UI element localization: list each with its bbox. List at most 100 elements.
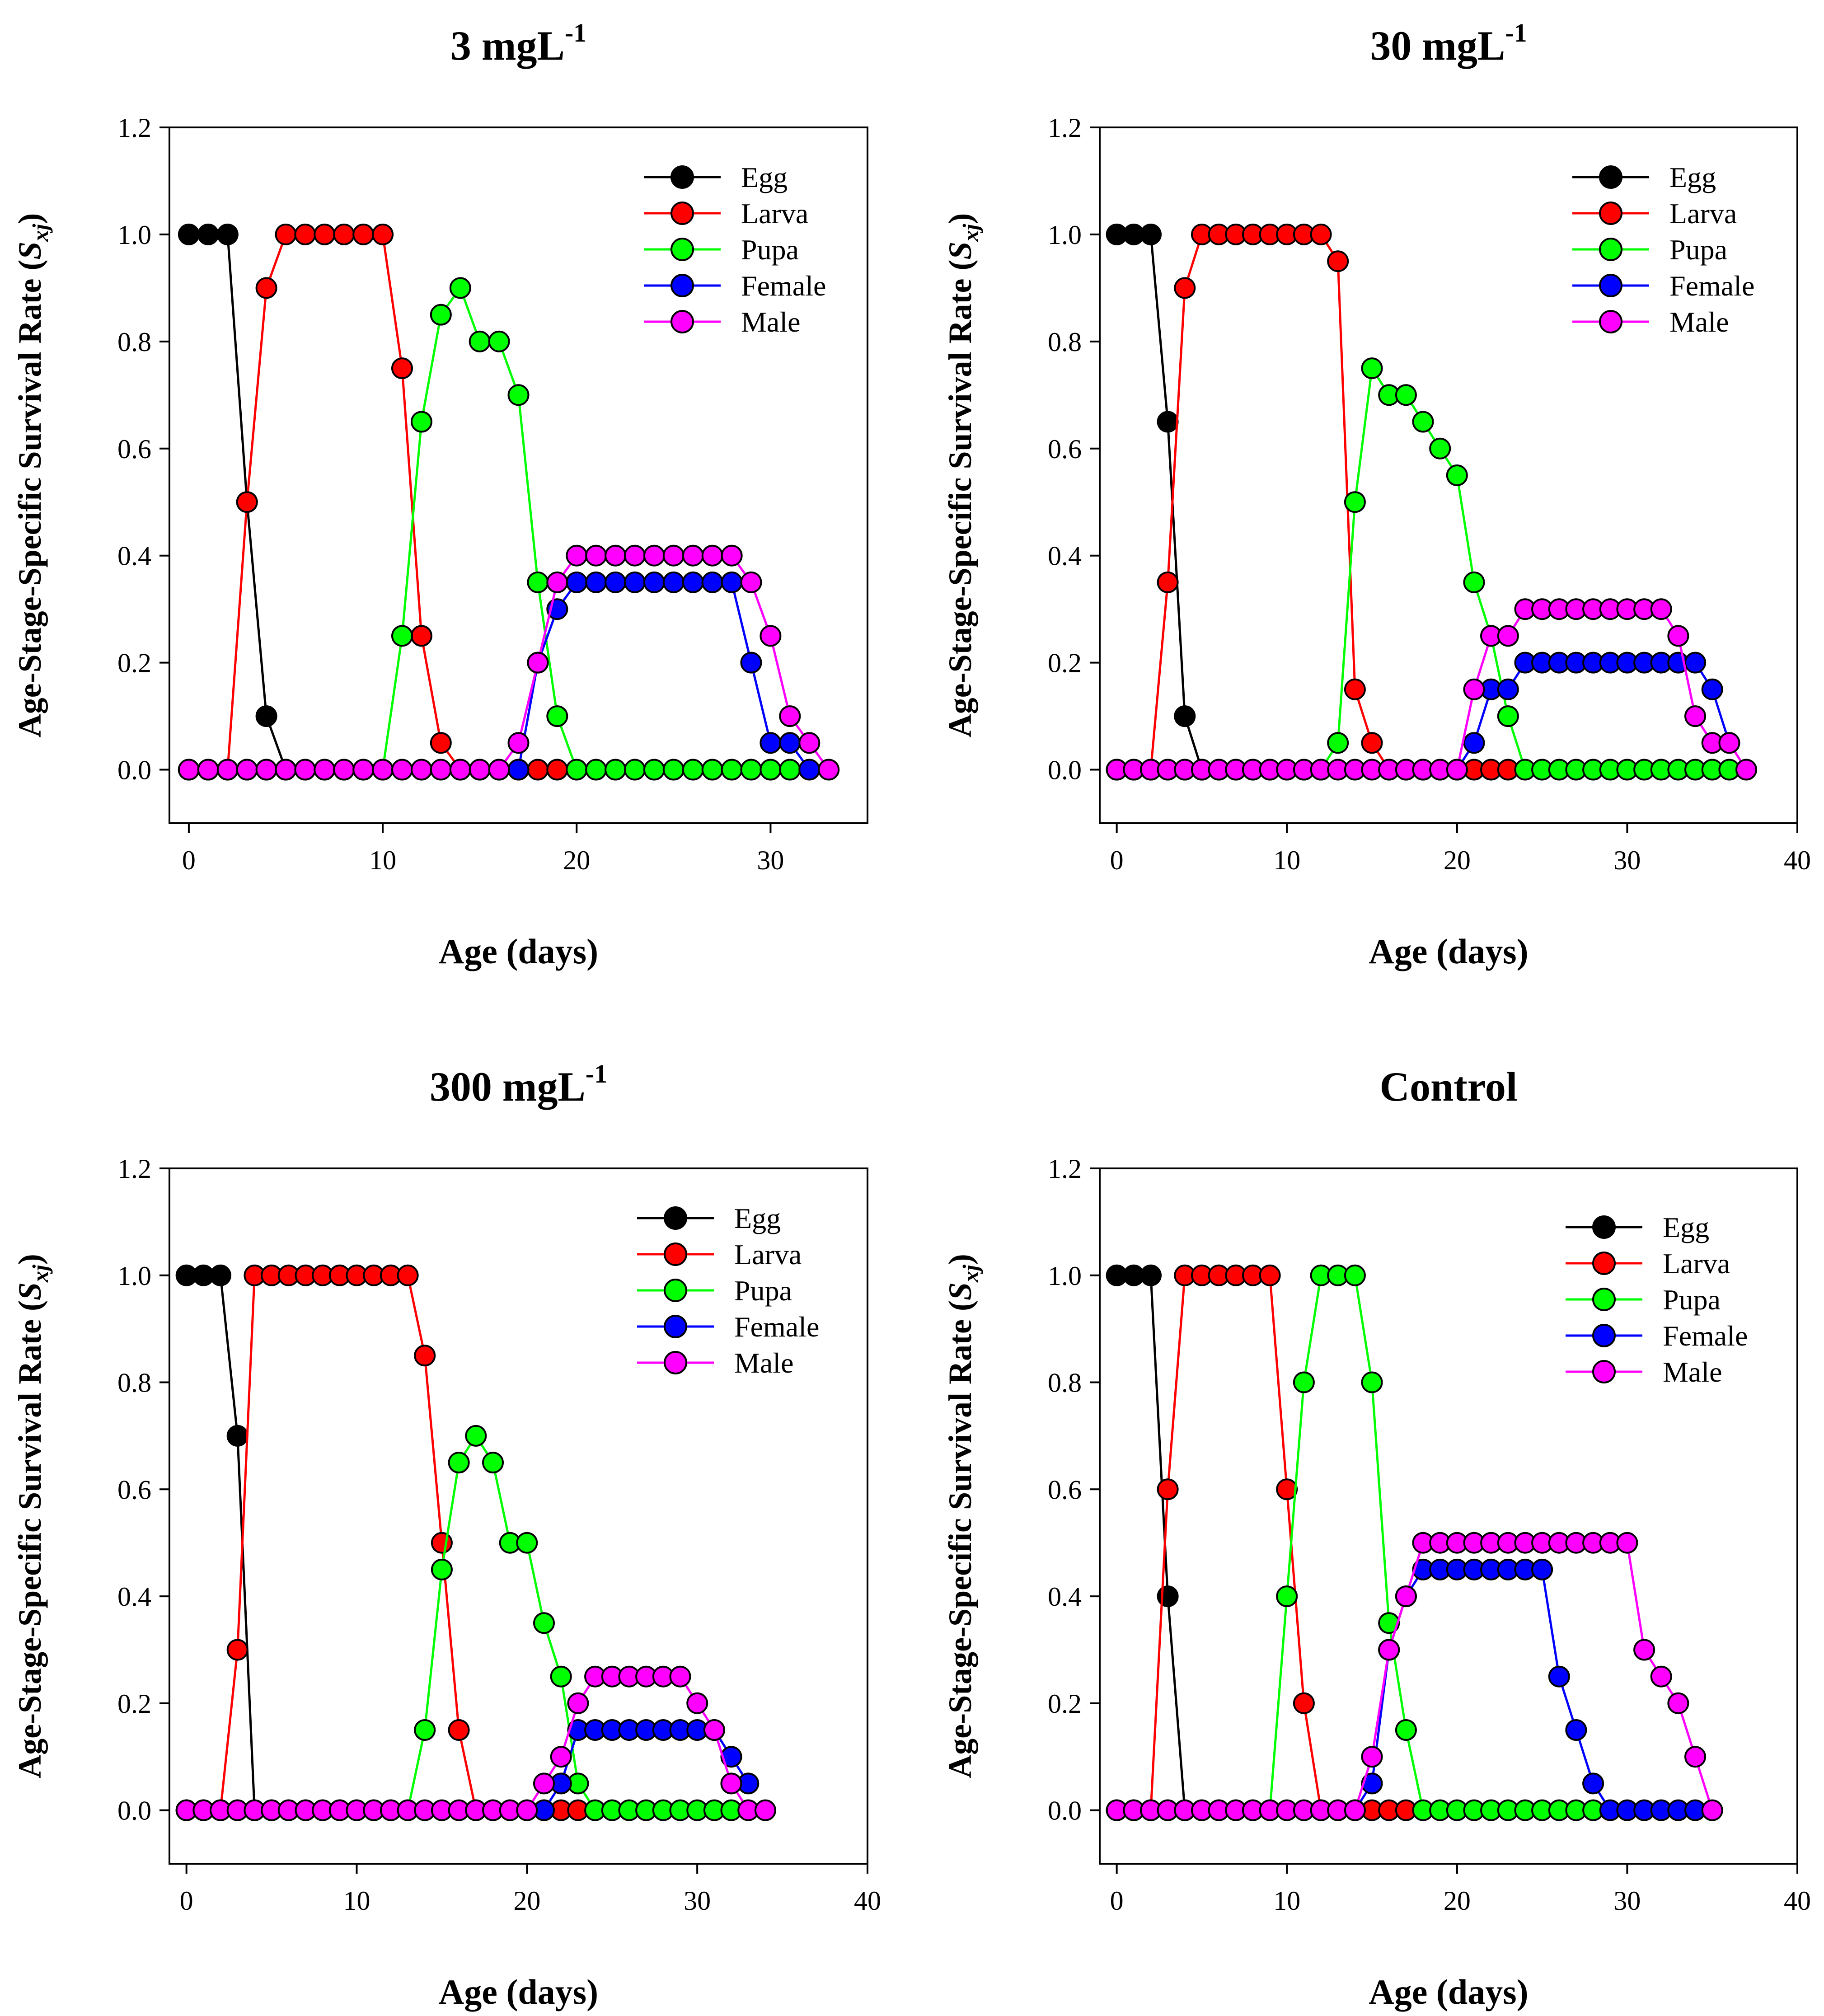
data-point [352, 223, 375, 245]
data-point [449, 277, 471, 299]
data-point [1463, 732, 1485, 754]
data-point [333, 223, 355, 245]
y-tick-label: 1.2 [117, 113, 151, 143]
series-line [186, 1675, 765, 1812]
data-point [1565, 1719, 1587, 1741]
chart-title-text: 300 mgL [430, 1064, 586, 1110]
chart-panel: Control Age (days) Age-Stage-Specific Surv… [942, 1064, 1811, 2011]
data-point [527, 571, 549, 593]
data-point [1157, 411, 1179, 433]
data-point [1684, 1746, 1706, 1768]
y-tick-label: 0.6 [117, 434, 151, 464]
data-point [1463, 678, 1485, 700]
legend-marker [671, 202, 694, 225]
series-male [1106, 1532, 1723, 1821]
data-point [226, 1639, 249, 1661]
y-axis-label: Age-Stage-Specific Survival Rate (Sxj) [12, 1254, 53, 1778]
x-tick-label: 0 [180, 1886, 193, 1916]
data-point [314, 223, 336, 245]
x-tick-label: 10 [343, 1886, 370, 1916]
series-line [1116, 233, 1508, 771]
data-point [798, 732, 821, 754]
data-point [197, 759, 219, 781]
y-tick-label: 0.2 [1048, 1689, 1082, 1719]
y-tick-label: 0.6 [117, 1475, 151, 1505]
data-point [779, 705, 801, 727]
data-point [1361, 1746, 1383, 1768]
data-point [1276, 1478, 1298, 1500]
legend-marker [664, 1206, 687, 1230]
data-point [721, 544, 743, 567]
series-female [507, 571, 821, 781]
data-point [448, 1452, 470, 1474]
series-line [1116, 608, 1748, 771]
y-tick-label: 1.2 [1048, 1154, 1082, 1184]
data-point [1616, 1532, 1638, 1554]
data-point [669, 1665, 691, 1688]
y-tick-label: 1.0 [117, 1261, 151, 1291]
legend-label: Egg [1663, 1211, 1709, 1243]
y-tick-label: 1.0 [117, 220, 151, 250]
data-point [1684, 705, 1706, 727]
plot-frame [1099, 1167, 1798, 1865]
x-tick-label: 10 [1273, 1886, 1300, 1916]
data-point [1395, 384, 1417, 406]
y-axis-label-part: xj [958, 224, 983, 242]
data-point [507, 732, 530, 754]
data-point [1344, 1799, 1366, 1821]
data-point [1497, 705, 1519, 727]
y-axis-label-part: S [12, 242, 48, 260]
legend-label: Pupa [1669, 234, 1727, 266]
series-line [1116, 1274, 1406, 1812]
series-egg [1106, 223, 1213, 781]
data-point [352, 759, 375, 781]
x-tick-label: 40 [1784, 1886, 1811, 1916]
data-point [197, 223, 219, 245]
data-point [294, 759, 316, 781]
series-male [1106, 598, 1757, 781]
data-point [818, 759, 840, 781]
data-point [1157, 571, 1179, 593]
data-point [178, 759, 200, 781]
legend-label: Larva [734, 1238, 802, 1271]
data-point [414, 1345, 436, 1367]
y-tick-label: 0.8 [117, 327, 151, 357]
data-point [1344, 1264, 1366, 1286]
legend-label: Egg [741, 161, 788, 193]
legend-label: Female [741, 270, 826, 302]
y-tick-label: 0.2 [1048, 648, 1082, 678]
y-axis-label-part: ) [12, 1254, 48, 1265]
data-point [1548, 1665, 1570, 1688]
series-pupa [175, 1425, 742, 1821]
data-point [430, 304, 452, 326]
data-point [333, 759, 355, 781]
x-axis-label: Age (days) [1369, 932, 1528, 971]
data-point [1395, 1719, 1417, 1741]
data-point [465, 1425, 487, 1447]
y-tick-label: 1.2 [1048, 113, 1082, 143]
data-point [1293, 1371, 1315, 1393]
x-tick-label: 30 [1613, 845, 1641, 875]
x-axis-label: Age (days) [439, 1972, 598, 2011]
data-point [720, 1772, 742, 1795]
legend-marker [671, 310, 694, 333]
legend-label: Female [734, 1311, 819, 1343]
y-tick-label: 0.4 [117, 1582, 151, 1612]
y-tick-label: 0.0 [117, 1796, 151, 1826]
data-point [1310, 223, 1332, 245]
data-point [624, 544, 646, 567]
y-tick-label: 0.8 [1048, 327, 1082, 357]
x-tick-label: 20 [1444, 1886, 1471, 1916]
data-point [760, 759, 782, 781]
chart-title-superscript: -1 [586, 1059, 607, 1088]
x-axis-label: Age (days) [439, 932, 598, 971]
chart-title: 3 mgL-1 [450, 18, 586, 69]
data-point [275, 759, 297, 781]
data-point [1361, 357, 1383, 380]
data-point [721, 571, 743, 593]
y-axis-label-part: Age-Stage-Specific Survival Rate ( [942, 260, 978, 738]
data-point [1412, 411, 1434, 433]
data-point [1276, 1585, 1298, 1608]
series-line [1116, 1274, 1186, 1810]
y-tick-label: 0.8 [1048, 1368, 1082, 1398]
